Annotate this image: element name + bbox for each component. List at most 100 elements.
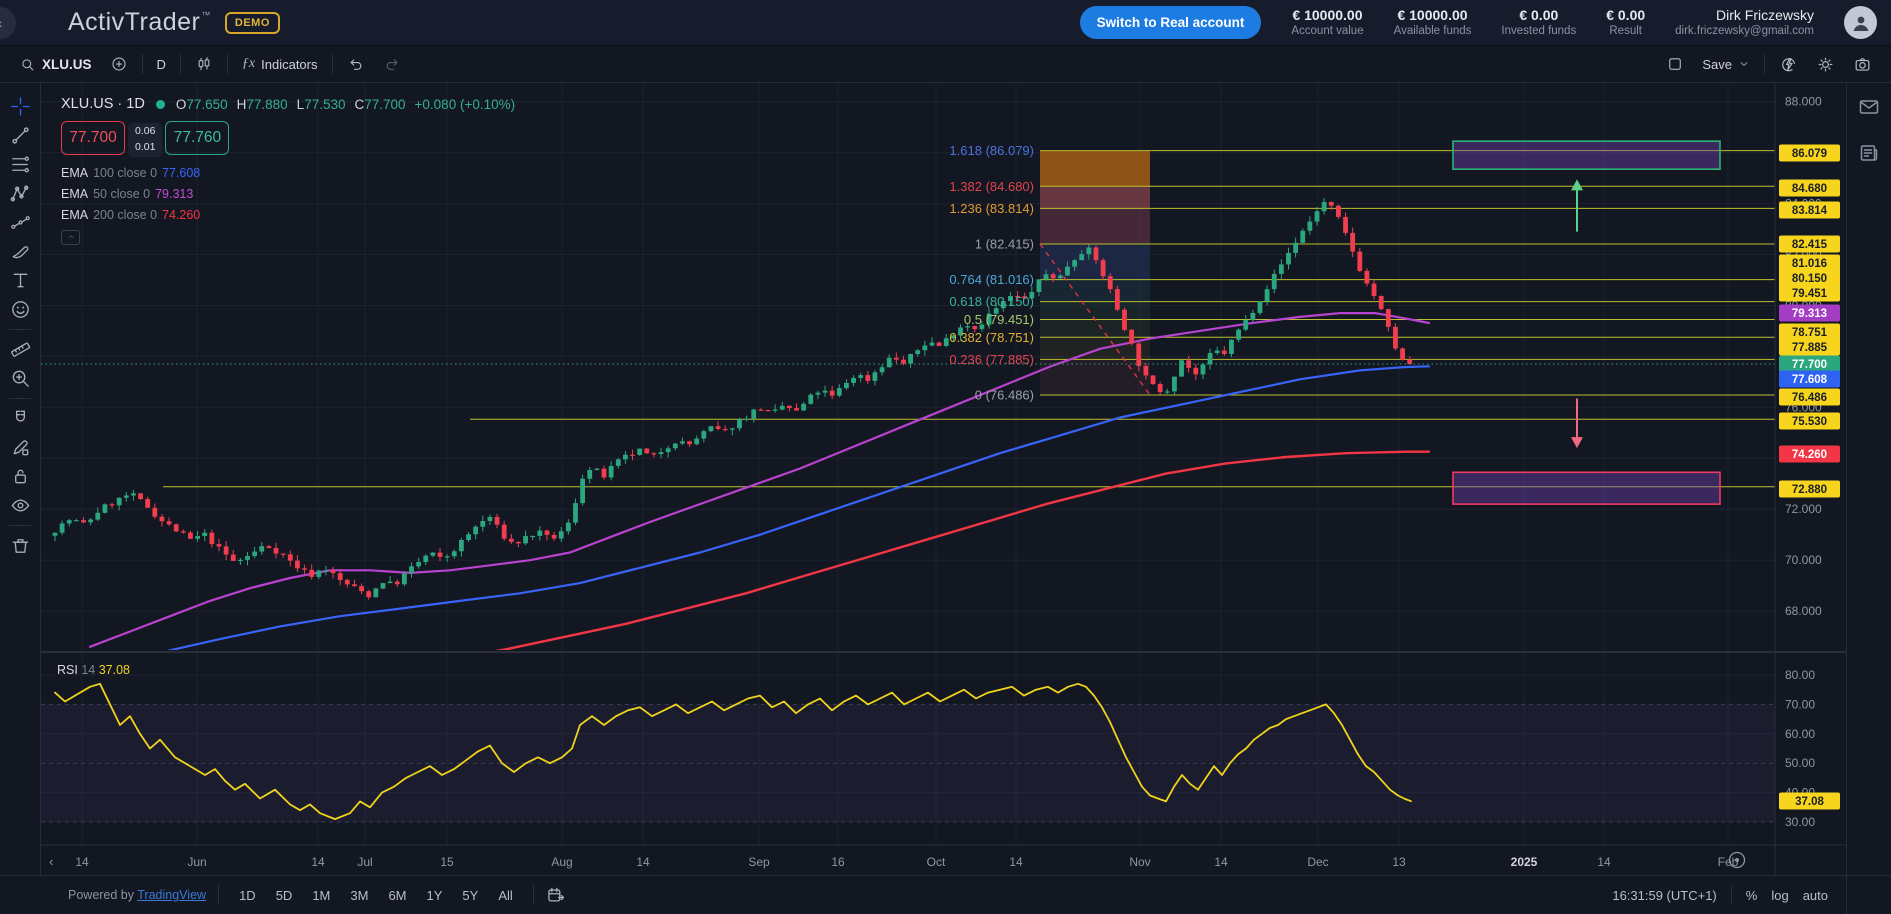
logo-text: ActivTrader: [68, 8, 201, 36]
price-chart-svg[interactable]: 88.00086.00084.00082.00080.00078.00076.0…: [41, 83, 1846, 875]
low-value: 77.530: [304, 96, 346, 112]
snapshot-button[interactable]: [1844, 51, 1881, 78]
mail-icon[interactable]: [1857, 95, 1881, 119]
range-button-1D[interactable]: 1D: [239, 887, 256, 903]
svg-text:Nov: Nov: [1129, 855, 1150, 869]
tool-trend-line[interactable]: [5, 121, 35, 150]
svg-text:1.236 (83.814): 1.236 (83.814): [949, 201, 1034, 216]
scroll-left-button[interactable]: ‹: [49, 854, 53, 869]
price-target-box[interactable]: [1452, 471, 1721, 505]
tool-crosshair[interactable]: [5, 92, 35, 121]
chart-style-button[interactable]: [186, 51, 222, 77]
undo-button[interactable]: [338, 51, 374, 77]
svg-text:82.415: 82.415: [1792, 239, 1828, 251]
buy-ask-button[interactable]: 77.760: [165, 121, 230, 155]
tool-lock[interactable]: [5, 462, 35, 491]
flash-icon: [1779, 55, 1798, 74]
legend-collapse-button[interactable]: [61, 229, 80, 245]
tool-fib-retracement[interactable]: [5, 150, 35, 179]
ema-legend-row[interactable]: EMA 50 close 0 79.313: [61, 186, 194, 201]
chart-area[interactable]: 88.00086.00084.00082.00080.00078.00076.0…: [41, 83, 1846, 875]
svg-text:2025: 2025: [1511, 855, 1538, 869]
invested-funds-value: € 0.00: [1519, 6, 1559, 23]
sell-bid-button[interactable]: 77.700: [61, 121, 125, 155]
save-label: Save: [1702, 56, 1732, 72]
quick-trade-button[interactable]: [1770, 51, 1807, 78]
fib-bands: [1040, 150, 1150, 395]
tool-elliott-wave[interactable]: [5, 208, 35, 237]
ema-100-line[interactable]: [163, 365, 1431, 652]
ema-200-line[interactable]: [446, 450, 1431, 660]
svg-text:72.880: 72.880: [1792, 484, 1827, 496]
ema-50-line[interactable]: [88, 312, 1431, 648]
fib-level-lines[interactable]: [163, 150, 1775, 488]
svg-text:14: 14: [1597, 855, 1611, 869]
range-button-5D[interactable]: 5D: [275, 887, 293, 903]
settings-button[interactable]: [1807, 51, 1844, 78]
ohlc-values: O77.650 H77.880 L77.530 C77.700 +0.080 (…: [175, 96, 516, 112]
layout-button[interactable]: [1657, 51, 1693, 77]
indicators-button[interactable]: ƒx Indicators: [233, 52, 327, 76]
range-button-5Y[interactable]: 5Y: [462, 887, 479, 903]
candles-icon: [195, 55, 213, 73]
rsi-legend[interactable]: RSI 14 37.08: [57, 663, 130, 677]
tool-xabcd-pattern[interactable]: [5, 179, 35, 208]
tradingview-link[interactable]: TradingView: [137, 888, 207, 902]
ema-legend-row[interactable]: EMA 200 close 0 74.260: [61, 207, 201, 222]
svg-text:0.236 (77.885): 0.236 (77.885): [949, 352, 1034, 367]
invested-funds-label: Invested funds: [1501, 25, 1577, 38]
tool-trash[interactable]: [5, 531, 35, 560]
svg-text:Sep: Sep: [748, 855, 770, 869]
tool-emoji[interactable]: [5, 295, 35, 324]
chart-background: [41, 83, 1846, 875]
interval-button[interactable]: D: [148, 53, 175, 76]
svg-text:77.885: 77.885: [1792, 342, 1828, 354]
fib-labels: 1.618 (86.079) 1.382 (84.680) 1.236 (83.81…: [949, 143, 1034, 402]
symbol-search-button[interactable]: XLU.US: [10, 52, 101, 77]
redo-button[interactable]: [374, 51, 410, 77]
tool-zoom-in[interactable]: [5, 364, 35, 393]
svg-text:30.00: 30.00: [1785, 815, 1815, 829]
collapse-panel-button[interactable]: ‹: [0, 7, 16, 39]
tool-brush[interactable]: [5, 237, 35, 266]
symbol-name: XLU.US: [42, 56, 92, 72]
right-sidebar: [1846, 83, 1891, 875]
range-button-3M[interactable]: 3M: [350, 887, 369, 903]
log-scale-toggle[interactable]: log: [1771, 887, 1789, 903]
ema-legend-row[interactable]: EMA 100 close 0 77.608: [61, 165, 201, 180]
tool-eye[interactable]: [5, 491, 35, 520]
switch-to-real-account-button[interactable]: Switch to Real account: [1079, 6, 1262, 39]
tool-magnet[interactable]: [5, 404, 35, 433]
legend-symbol-title[interactable]: XLU.US · 1D: [61, 96, 145, 112]
news-icon[interactable]: [1857, 141, 1881, 165]
range-button-6M[interactable]: 6M: [388, 887, 407, 903]
text-icon: [13, 273, 27, 288]
lock-icon: [14, 469, 26, 484]
date-axis[interactable]: 14 Jun 14 Jul 15 Aug 14 Sep 16 Oct 14 Nov 14 Dec 13 202…: [75, 855, 1738, 869]
save-layout-button[interactable]: Save: [1693, 53, 1759, 76]
avatar[interactable]: [1844, 6, 1877, 39]
svg-text:0.382 (78.751): 0.382 (78.751): [949, 330, 1034, 345]
svg-text:14: 14: [636, 855, 650, 869]
svg-text:15: 15: [440, 855, 454, 869]
tool-edit[interactable]: [5, 433, 35, 462]
percent-scale-toggle[interactable]: %: [1745, 887, 1758, 903]
auto-scale-toggle[interactable]: auto: [1802, 887, 1828, 903]
range-button-1M[interactable]: 1M: [312, 887, 331, 903]
fib-trendline[interactable]: [1039, 243, 1151, 396]
tool-ruler[interactable]: [5, 335, 35, 364]
go-to-date-axis-icon[interactable]: [1728, 851, 1746, 869]
search-icon: [19, 56, 36, 73]
tool-text[interactable]: [5, 266, 35, 295]
price-target-box[interactable]: [1452, 140, 1721, 170]
brush-icon: [12, 246, 28, 259]
range-button-All[interactable]: All: [498, 887, 513, 903]
gear-icon: [1816, 55, 1835, 74]
account-value: € 10000.00: [1292, 6, 1363, 23]
go-to-date-icon[interactable]: [546, 885, 566, 905]
rsi-line[interactable]: [54, 682, 1412, 820]
clock[interactable]: 16:31:59 (UTC+1): [1612, 887, 1717, 903]
compare-add-symbol-button[interactable]: [101, 51, 137, 77]
svg-text:14: 14: [75, 855, 89, 869]
range-button-1Y[interactable]: 1Y: [426, 887, 443, 903]
